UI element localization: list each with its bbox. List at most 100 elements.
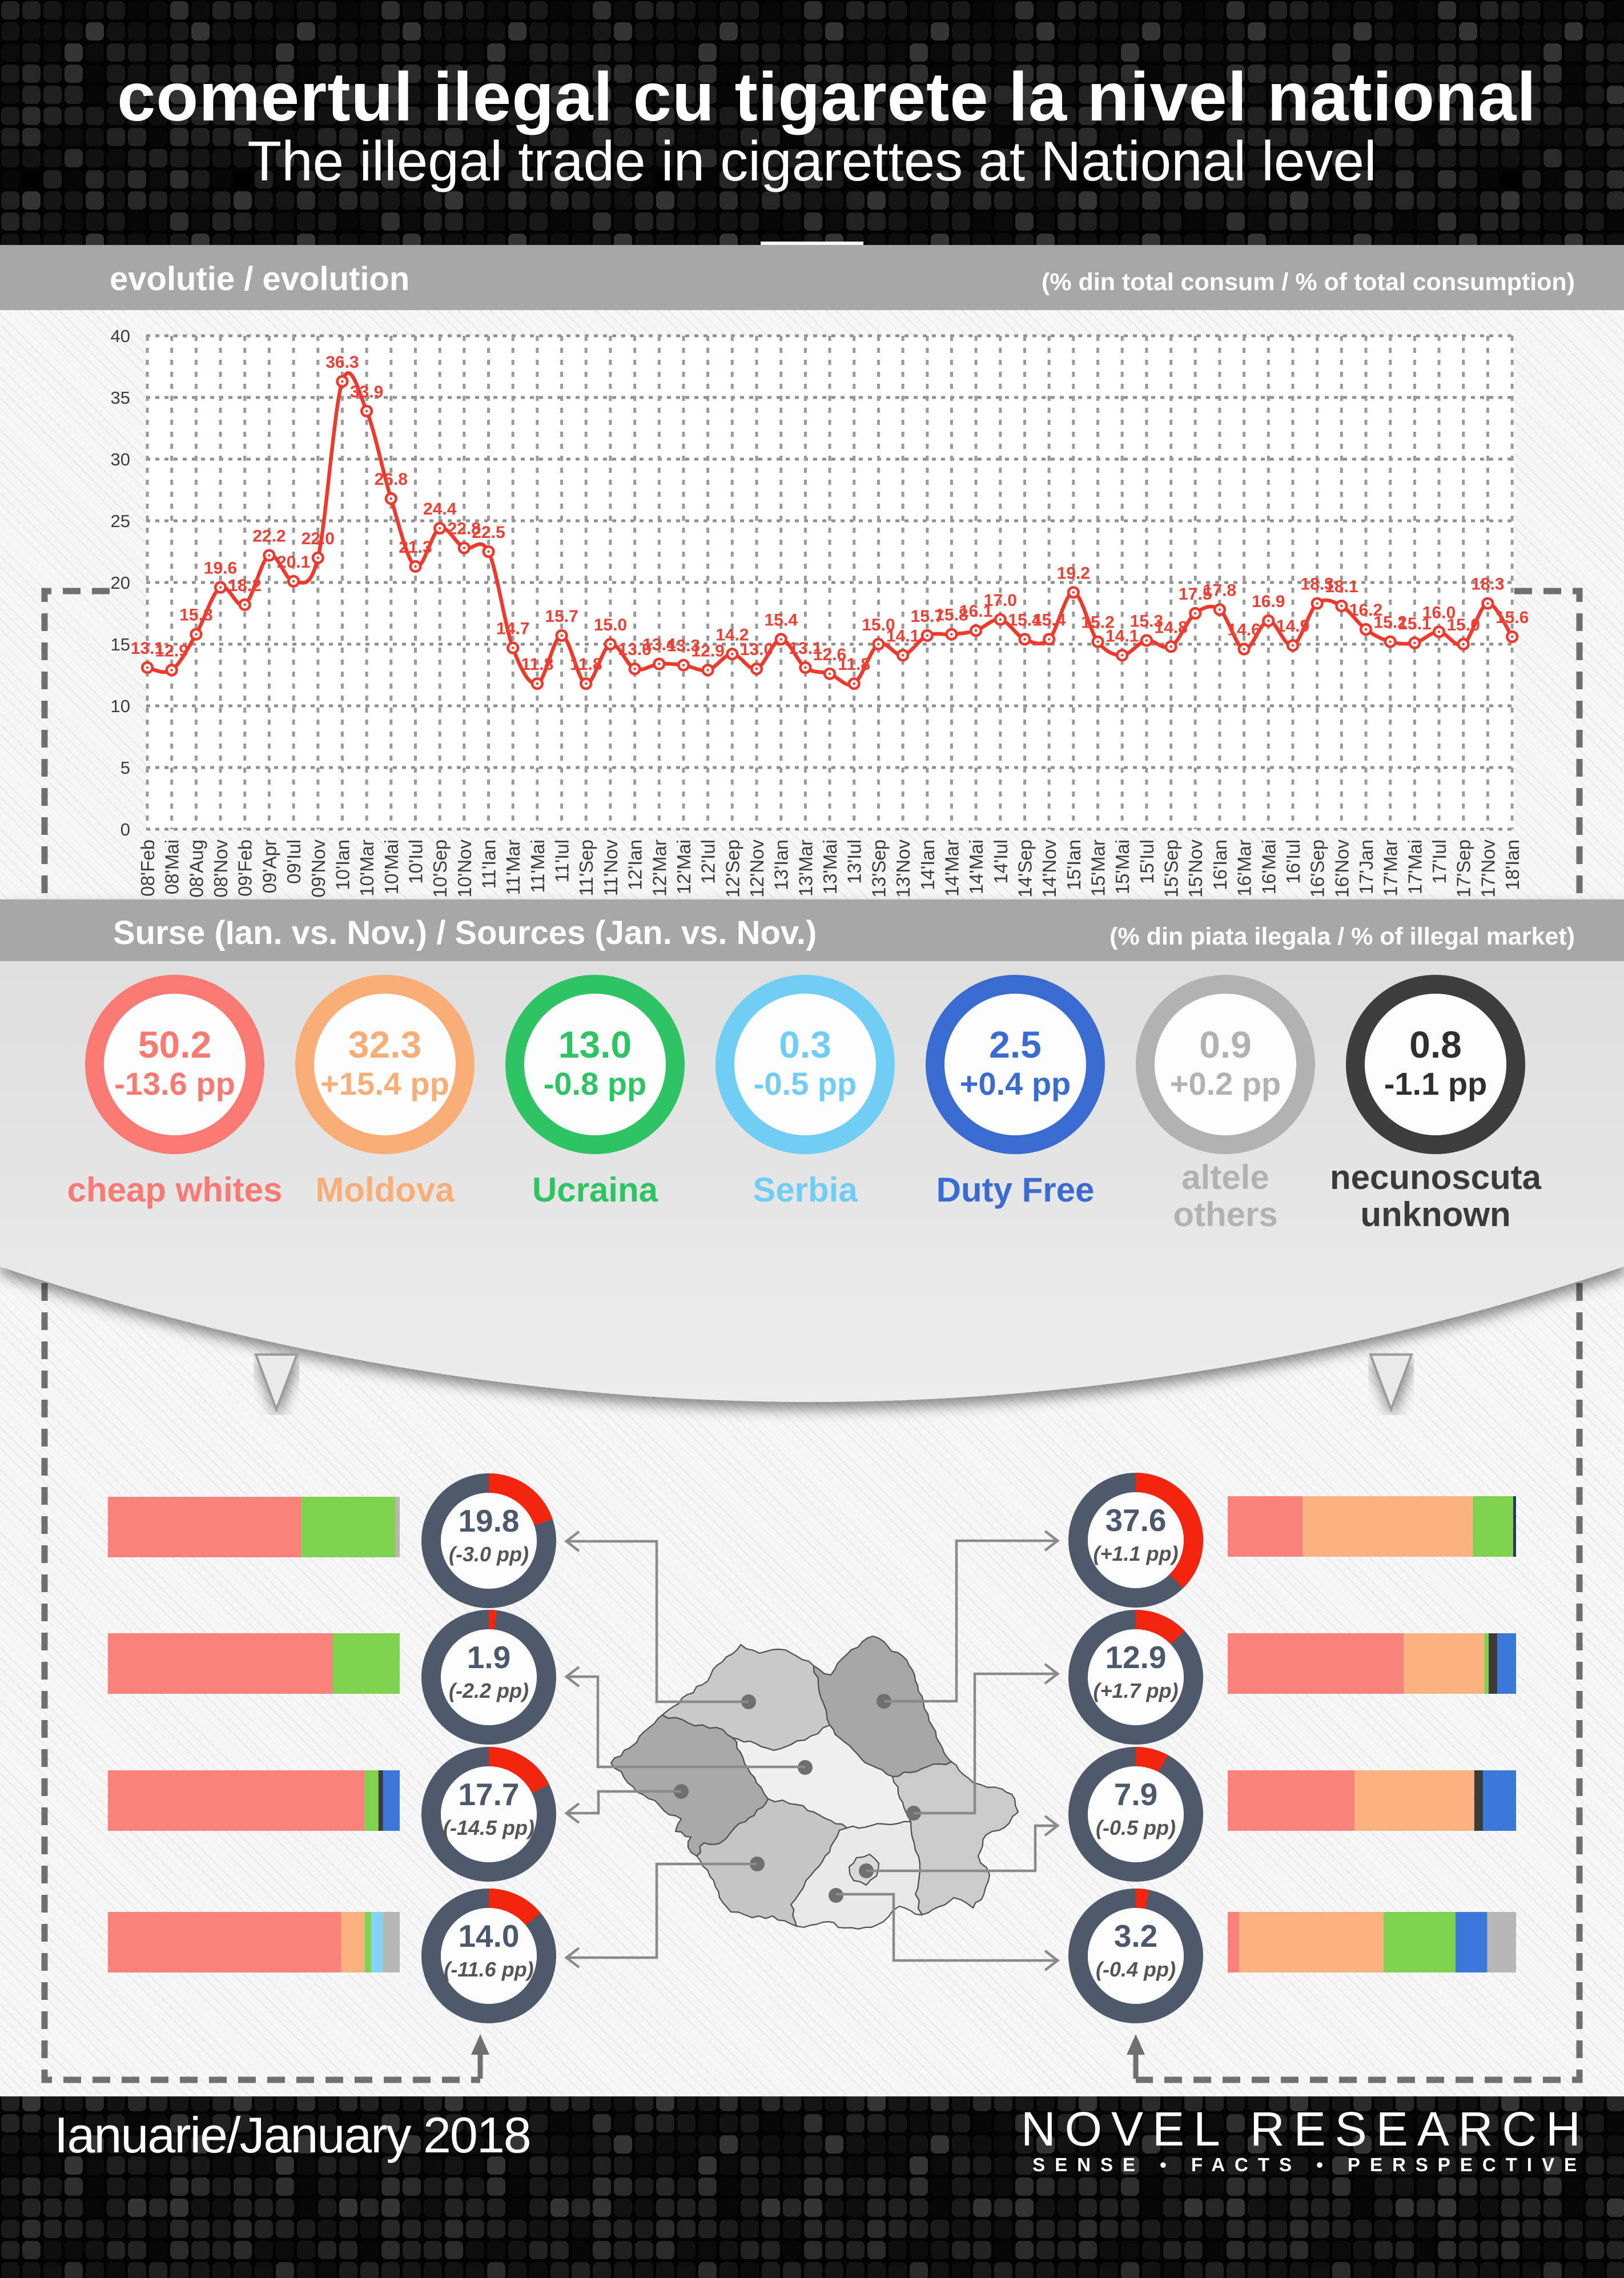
svg-text:09'Apr: 09'Apr [259,839,280,893]
svg-text:14.2: 14.2 [715,625,749,644]
svg-text:30: 30 [111,449,130,469]
svg-text:10'Iul: 10'Iul [405,839,427,884]
svg-text:18.3: 18.3 [1471,575,1504,594]
svg-text:15.0: 15.0 [862,616,895,634]
svg-text:17'Iul: 17'Iul [1429,839,1450,884]
svg-text:15'Mai: 15'Mai [1112,839,1133,894]
svg-text:10'Mai: 10'Mai [381,839,402,894]
svg-text:08'Nov: 08'Nov [210,839,231,898]
svg-text:14'Mar: 14'Mar [941,839,962,897]
svg-text:15'Ian: 15'Ian [1063,839,1084,890]
svg-text:11'Iul: 11'Iul [552,839,573,882]
svg-text:09'Feb: 09'Feb [235,839,256,897]
svg-text:20: 20 [111,573,130,593]
svg-text:18.3: 18.3 [1300,575,1333,594]
svg-text:13'Mai: 13'Mai [819,839,841,894]
svg-text:25: 25 [111,511,130,531]
svg-text:13'Mar: 13'Mar [795,839,816,897]
svg-text:15'Sep: 15'Sep [1161,839,1182,898]
svg-text:16'Nov: 16'Nov [1331,839,1352,898]
svg-text:15.0: 15.0 [1447,616,1480,634]
svg-text:14.9: 14.9 [1276,617,1309,636]
svg-text:12.9: 12.9 [691,641,724,660]
svg-text:17'Nov: 17'Nov [1477,839,1498,898]
svg-text:24.4: 24.4 [423,500,457,519]
svg-text:16.0: 16.0 [1422,603,1456,622]
svg-text:16'Mai: 16'Mai [1258,839,1279,894]
svg-text:12'Mai: 12'Mai [673,839,694,894]
svg-text:14'Sep: 14'Sep [1015,839,1036,898]
svg-text:36.3: 36.3 [325,353,359,372]
svg-text:15.4: 15.4 [765,610,798,629]
svg-text:12'Nov: 12'Nov [746,839,767,898]
svg-text:16'Ian: 16'Ian [1209,839,1231,890]
svg-text:11'Nov: 11'Nov [600,839,621,897]
svg-text:11'Sep: 11'Sep [576,839,597,896]
svg-text:12.6: 12.6 [813,645,846,664]
svg-text:14.1: 14.1 [1106,626,1139,645]
svg-text:10: 10 [111,696,130,716]
svg-text:11'Ian: 11'Ian [479,839,500,889]
svg-text:13'Nov: 13'Nov [893,839,914,898]
svg-text:14'Iul: 14'Iul [990,839,1011,884]
svg-text:12'Sep: 12'Sep [722,839,743,898]
svg-text:09'Nov: 09'Nov [308,839,329,898]
svg-text:15.3: 15.3 [1130,612,1163,631]
svg-text:13.0: 13.0 [740,640,773,659]
svg-text:12'Ian: 12'Ian [625,839,646,890]
svg-text:15: 15 [111,634,130,654]
svg-text:16.1: 16.1 [959,602,992,621]
svg-text:08'Mai: 08'Mai [162,839,183,894]
svg-text:33.9: 33.9 [350,383,383,401]
svg-text:15.7: 15.7 [911,607,944,626]
svg-text:13'Iul: 13'Iul [844,839,865,884]
svg-text:13'Ian: 13'Ian [771,839,792,890]
svg-text:15.8: 15.8 [935,606,968,625]
svg-text:16'Iul: 16'Iul [1283,839,1304,884]
svg-text:16'Sep: 16'Sep [1307,839,1328,898]
svg-text:15.4: 15.4 [1008,610,1042,629]
svg-text:13.1: 13.1 [789,639,822,658]
svg-text:17'Mai: 17'Mai [1404,839,1425,894]
svg-text:22.0: 22.0 [302,529,335,548]
svg-text:26.8: 26.8 [375,470,408,489]
svg-text:16.9: 16.9 [1252,592,1285,611]
svg-text:17'Mar: 17'Mar [1380,839,1401,897]
svg-text:15.1: 15.1 [1398,614,1431,633]
svg-text:14'Ian: 14'Ian [917,839,938,890]
svg-text:15.4: 15.4 [1032,610,1066,629]
svg-text:14.1: 14.1 [886,626,919,645]
svg-text:15.2: 15.2 [1081,613,1114,632]
svg-text:11.8: 11.8 [838,655,870,674]
svg-text:22.5: 22.5 [472,523,505,542]
svg-text:21.3: 21.3 [399,538,432,557]
svg-text:35: 35 [111,388,130,408]
svg-text:13.4: 13.4 [642,636,676,654]
svg-text:09'Iul: 09'Iul [283,839,304,884]
svg-text:19.2: 19.2 [1057,564,1090,582]
svg-text:18.1: 18.1 [1325,577,1358,596]
svg-text:11.8: 11.8 [570,655,602,674]
svg-text:20.1: 20.1 [277,553,310,572]
svg-text:11.8: 11.8 [521,655,554,674]
svg-text:16.2: 16.2 [1349,601,1382,620]
svg-text:10'Nov: 10'Nov [454,839,475,898]
svg-text:13'Sep: 13'Sep [868,839,889,898]
svg-text:15'Mar: 15'Mar [1088,839,1109,897]
svg-text:14.6: 14.6 [1227,621,1260,640]
svg-text:11'Mai: 11'Mai [527,839,548,893]
svg-text:10'Mar: 10'Mar [356,839,377,897]
svg-text:0: 0 [120,819,130,839]
svg-text:15.2: 15.2 [1374,613,1407,632]
svg-text:17.5: 17.5 [1179,585,1212,604]
svg-text:17.8: 17.8 [1203,581,1236,600]
svg-text:18'Ian: 18'Ian [1502,839,1523,890]
svg-text:10'Sep: 10'Sep [429,839,451,898]
svg-text:15'Iul: 15'Iul [1136,839,1157,884]
svg-text:14.8: 14.8 [1154,618,1187,637]
svg-text:15.8: 15.8 [179,606,212,625]
svg-text:13.3: 13.3 [667,637,700,656]
svg-text:17.0: 17.0 [984,591,1017,610]
svg-text:08'Feb: 08'Feb [137,839,158,897]
svg-text:11'Mar: 11'Mar [503,839,524,895]
